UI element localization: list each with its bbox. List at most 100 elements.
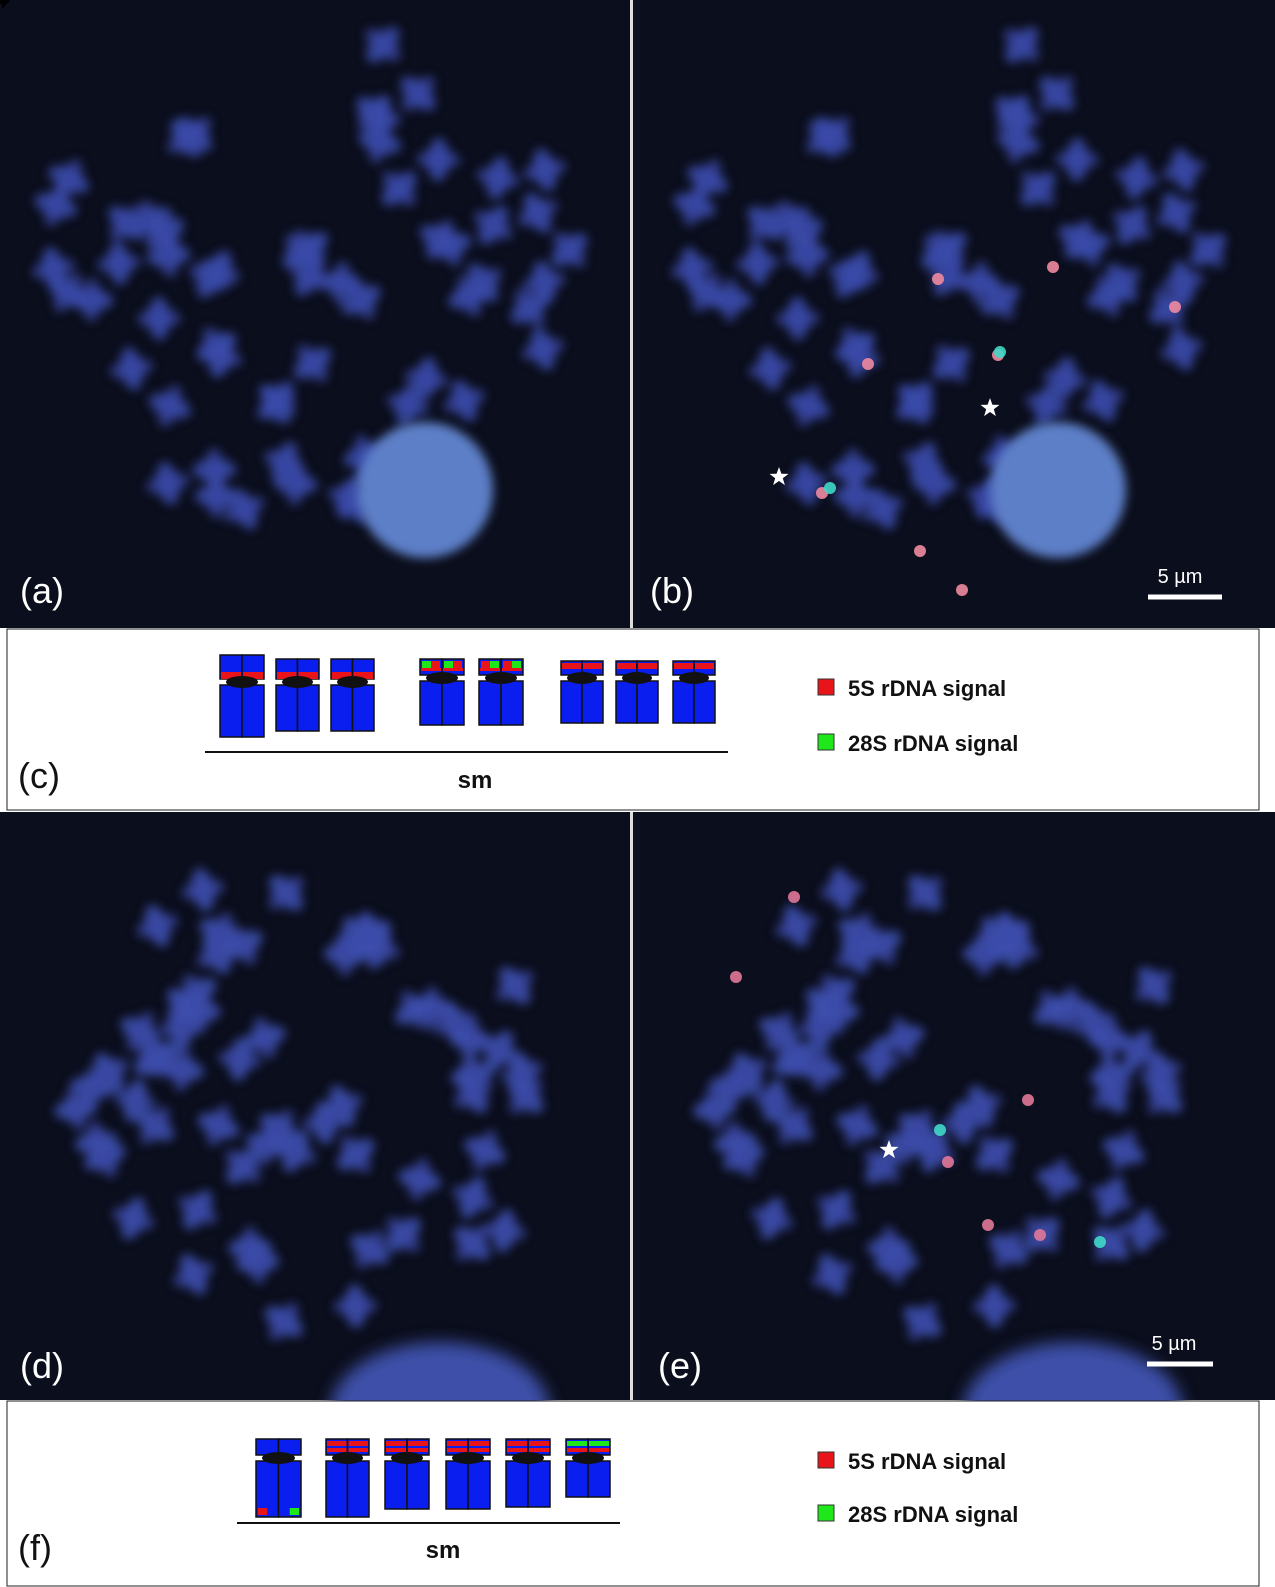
- panel-label: (f): [18, 1527, 52, 1568]
- legend-swatch: [818, 1452, 834, 1468]
- signal-band: [507, 1441, 527, 1446]
- signal-band: [408, 1441, 428, 1446]
- long-arm: [479, 681, 501, 725]
- signal-band: [431, 661, 440, 668]
- centromere: [485, 672, 517, 684]
- signal-band: [349, 1448, 369, 1452]
- scale-bar-label: 5 µm: [1152, 1333, 1197, 1355]
- signal-band: [447, 1441, 467, 1446]
- scale-bar-label: 5 µm: [1158, 566, 1203, 588]
- signal-band: [386, 1441, 406, 1446]
- group-label: sm: [426, 1537, 461, 1564]
- ideogram-chromosome: [385, 1439, 429, 1509]
- long-arm: [220, 685, 242, 737]
- signal-band: [567, 1448, 587, 1452]
- signal-band: [490, 661, 499, 668]
- signal: [934, 1124, 946, 1136]
- long-arm: [566, 1461, 588, 1497]
- legend-label: 5S rDNA signal: [848, 1449, 1006, 1474]
- signal-band: [453, 661, 462, 668]
- signal-band: [481, 661, 490, 668]
- signal-band: [349, 1441, 369, 1446]
- ideogram-chromosome: [331, 659, 374, 731]
- centromere: [426, 672, 458, 684]
- signal-band: [386, 1448, 406, 1452]
- ideogram-chromosome: [256, 1439, 301, 1517]
- signal-band: [502, 668, 522, 671]
- signal-band: [443, 668, 463, 671]
- centromere: [567, 672, 597, 684]
- long-arm: [637, 681, 658, 723]
- signal-band: [529, 1448, 549, 1452]
- signal-band: [562, 663, 581, 669]
- long-arm: [446, 1461, 468, 1509]
- centromere: [332, 1452, 363, 1464]
- ideogram-chromosome: [616, 661, 658, 723]
- signal-band: [529, 1441, 549, 1446]
- long-arm: [242, 685, 264, 737]
- ideogram-chromosome: [479, 659, 523, 725]
- signal: [956, 584, 968, 596]
- signal: [994, 346, 1006, 358]
- signal-band: [503, 661, 512, 668]
- ideogram-chromosome: [326, 1439, 369, 1517]
- long-arm: [501, 681, 523, 725]
- long-arm: [298, 685, 320, 731]
- signal: [1034, 1229, 1046, 1241]
- centromere: [572, 1452, 604, 1464]
- long-arm: [331, 685, 353, 731]
- signal-band: [480, 668, 500, 671]
- long-arm: [407, 1461, 429, 1509]
- long-arm: [353, 685, 375, 731]
- signal-band: [695, 663, 714, 669]
- signal-band: [567, 1441, 587, 1446]
- legend-label: 28S rDNA signal: [848, 731, 1018, 756]
- divider: [630, 812, 633, 1400]
- ideogram-chromosome: [566, 1439, 610, 1497]
- ideogram-chromosome: [506, 1439, 550, 1507]
- ideogram-chromosome: [220, 655, 264, 737]
- long-arm: [468, 1461, 490, 1509]
- long-arm: [506, 1461, 528, 1507]
- signal-band: [638, 663, 657, 669]
- legend-swatch: [818, 1505, 834, 1521]
- signal: [1047, 261, 1059, 273]
- nucleus: [357, 422, 493, 558]
- group-label: sm: [458, 767, 493, 794]
- signal-band: [327, 1448, 347, 1452]
- nucleus: [990, 422, 1126, 558]
- centromere: [391, 1452, 423, 1464]
- centromere: [679, 672, 709, 684]
- signal: [730, 971, 742, 983]
- signal-band: [507, 1448, 527, 1452]
- long-arm: [348, 1461, 370, 1517]
- signal-band: [408, 1448, 428, 1452]
- signal-band: [469, 1441, 489, 1446]
- signal-band: [444, 661, 453, 668]
- long-arm: [582, 681, 603, 723]
- figure: (a) (b) (d) (e) 5 µm 5 µm (c) sm 5S rDNA…: [0, 0, 1275, 1587]
- centromere: [452, 1452, 484, 1464]
- signal: [1169, 301, 1181, 313]
- signal: [1094, 1236, 1106, 1248]
- ideogram-chromosome: [446, 1439, 490, 1509]
- legend-swatch: [818, 734, 834, 750]
- centromere: [512, 1452, 544, 1464]
- centromere: [262, 1452, 295, 1464]
- long-arm: [561, 681, 582, 723]
- centromere: [282, 676, 313, 688]
- signal: [1022, 1094, 1034, 1106]
- signal-band: [258, 1508, 267, 1515]
- legend-swatch: [818, 679, 834, 695]
- long-arm: [276, 685, 298, 731]
- panel-label: (b): [650, 570, 694, 611]
- panel-label: (e): [658, 1345, 702, 1386]
- legend-label: 28S rDNA signal: [848, 1502, 1018, 1527]
- panel-box: [7, 1401, 1259, 1586]
- signal-band: [589, 1448, 609, 1452]
- signal: [788, 891, 800, 903]
- long-arm: [528, 1461, 550, 1507]
- ideogram-chromosome: [420, 659, 464, 725]
- signal-band: [447, 1448, 467, 1452]
- signal: [824, 482, 836, 494]
